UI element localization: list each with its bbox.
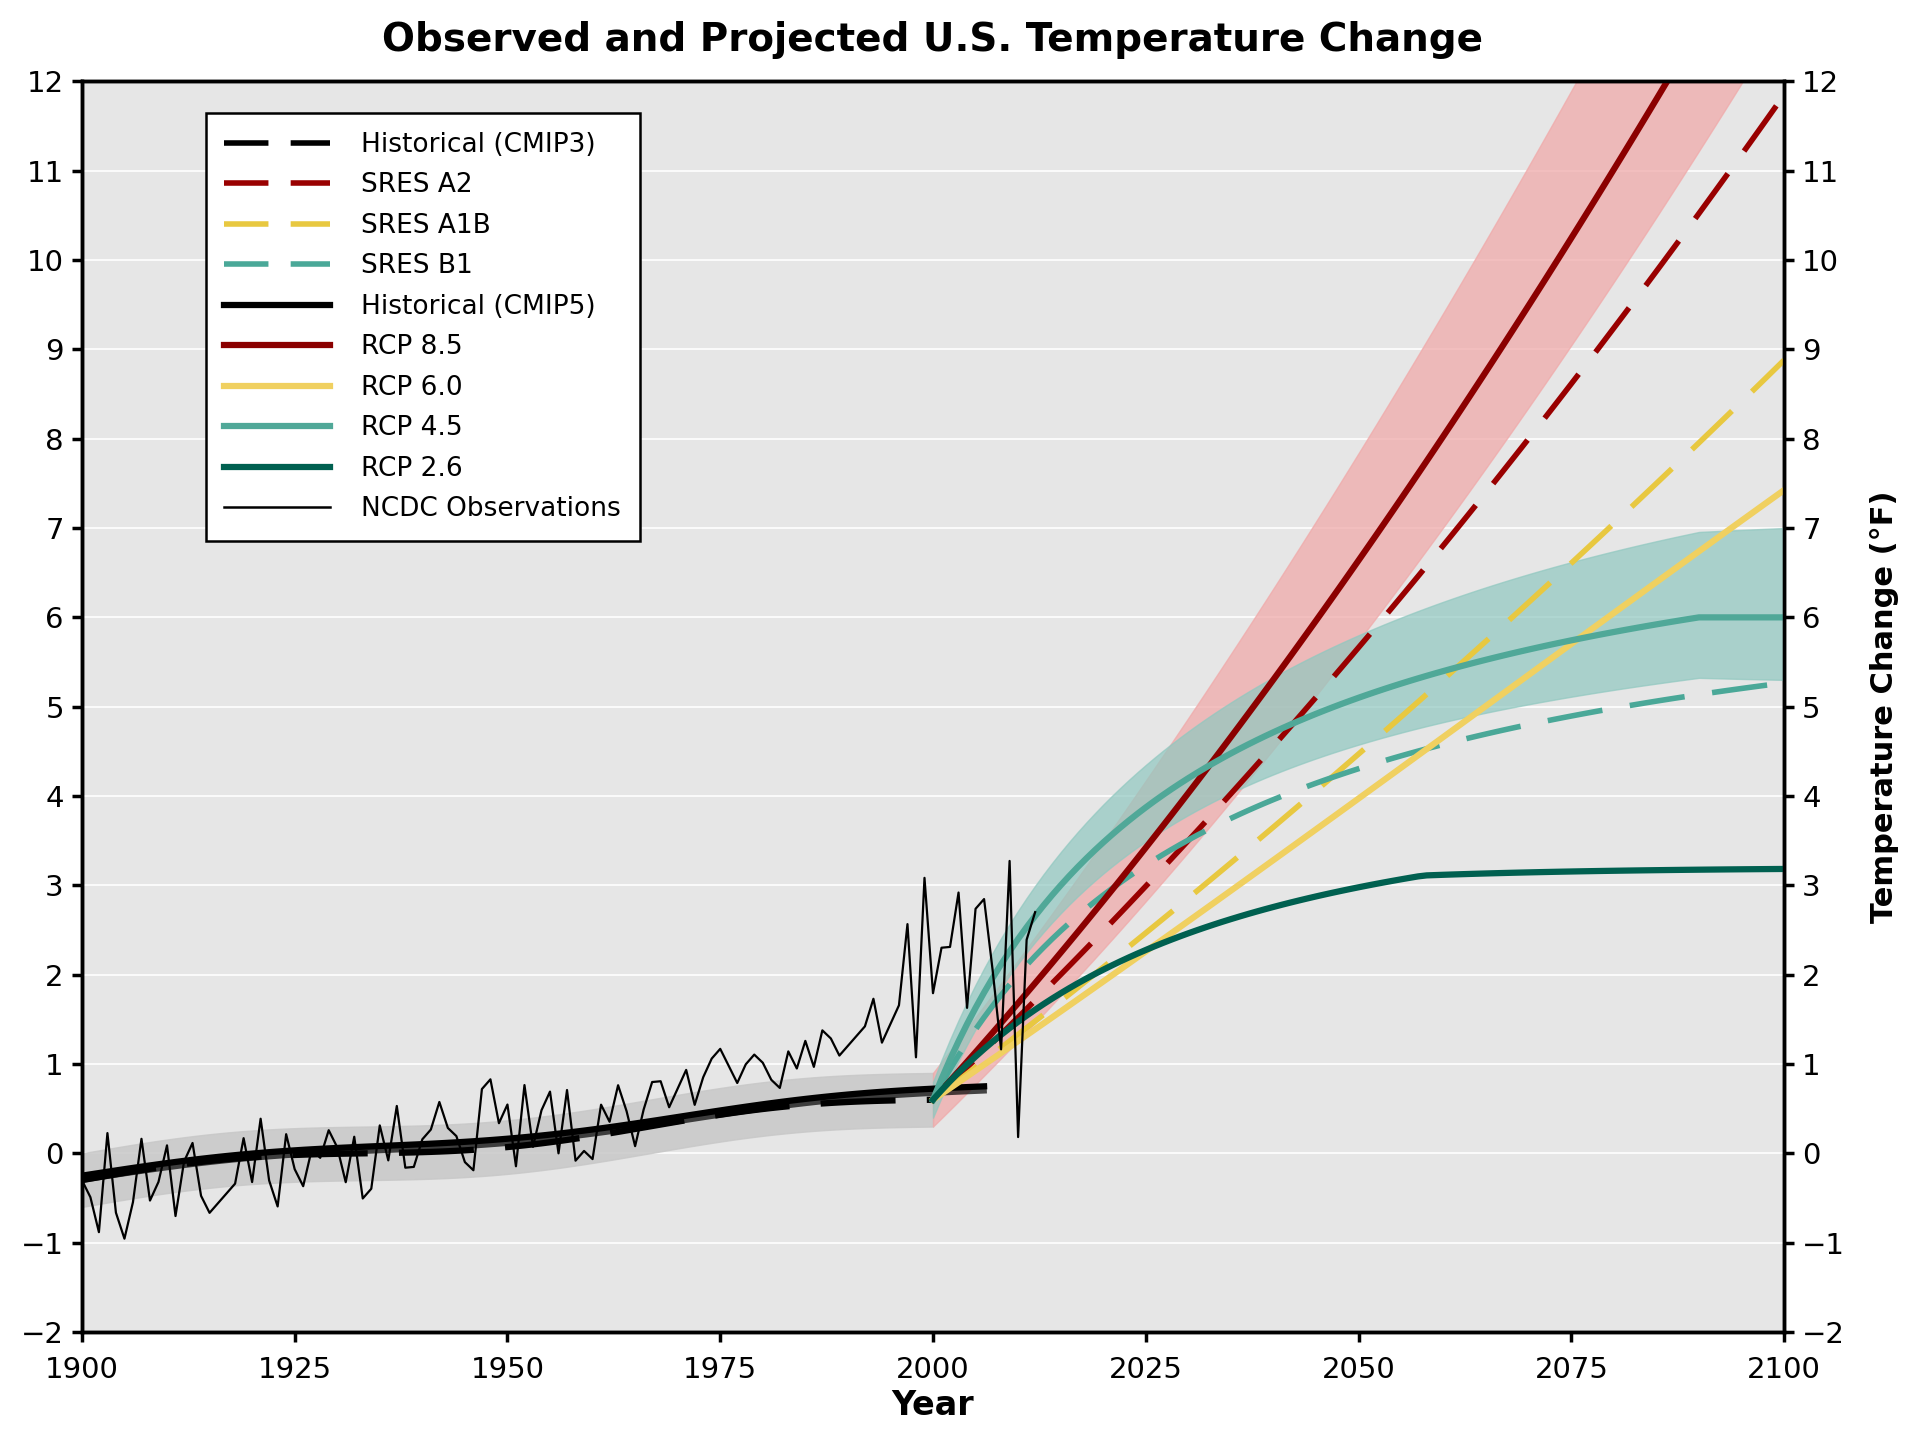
Legend: Historical (CMIP3), SRES A2, SRES A1B, SRES B1, Historical (CMIP5), RCP 8.5, RCP: Historical (CMIP3), SRES A2, SRES A1B, S… [205, 114, 639, 541]
Title: Observed and Projected U.S. Temperature Change: Observed and Projected U.S. Temperature … [382, 20, 1484, 59]
X-axis label: Year: Year [891, 1390, 973, 1423]
Y-axis label: Temperature Change (°F): Temperature Change (°F) [1870, 491, 1899, 924]
